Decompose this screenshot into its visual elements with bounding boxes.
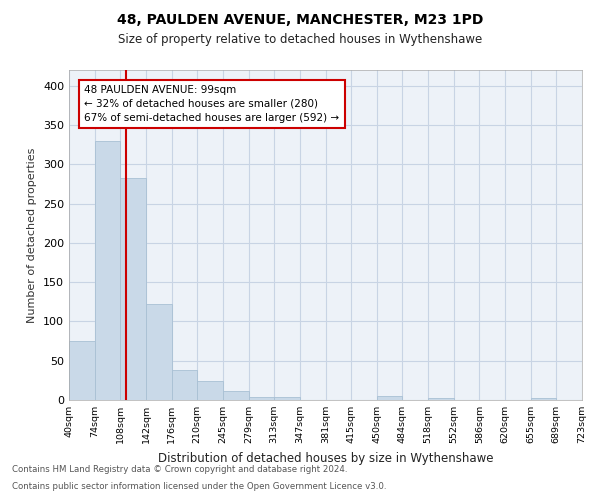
Bar — [146, 304, 172, 400]
Bar — [121, 178, 146, 400]
Bar — [248, 397, 274, 400]
Bar — [428, 398, 454, 400]
Text: Contains public sector information licensed under the Open Government Licence v3: Contains public sector information licen… — [12, 482, 386, 491]
Bar — [172, 370, 197, 400]
Text: Contains HM Land Registry data © Crown copyright and database right 2024.: Contains HM Land Registry data © Crown c… — [12, 465, 347, 474]
Bar — [377, 396, 403, 400]
Bar — [197, 381, 223, 400]
Bar — [274, 397, 300, 400]
Text: 48, PAULDEN AVENUE, MANCHESTER, M23 1PD: 48, PAULDEN AVENUE, MANCHESTER, M23 1PD — [117, 12, 483, 26]
Bar — [95, 140, 121, 400]
Bar — [69, 341, 95, 400]
X-axis label: Distribution of detached houses by size in Wythenshawe: Distribution of detached houses by size … — [158, 452, 493, 464]
Y-axis label: Number of detached properties: Number of detached properties — [28, 148, 37, 322]
Bar — [531, 398, 556, 400]
Text: Size of property relative to detached houses in Wythenshawe: Size of property relative to detached ho… — [118, 32, 482, 46]
Bar — [223, 392, 248, 400]
Text: 48 PAULDEN AVENUE: 99sqm
← 32% of detached houses are smaller (280)
67% of semi-: 48 PAULDEN AVENUE: 99sqm ← 32% of detach… — [85, 85, 340, 123]
